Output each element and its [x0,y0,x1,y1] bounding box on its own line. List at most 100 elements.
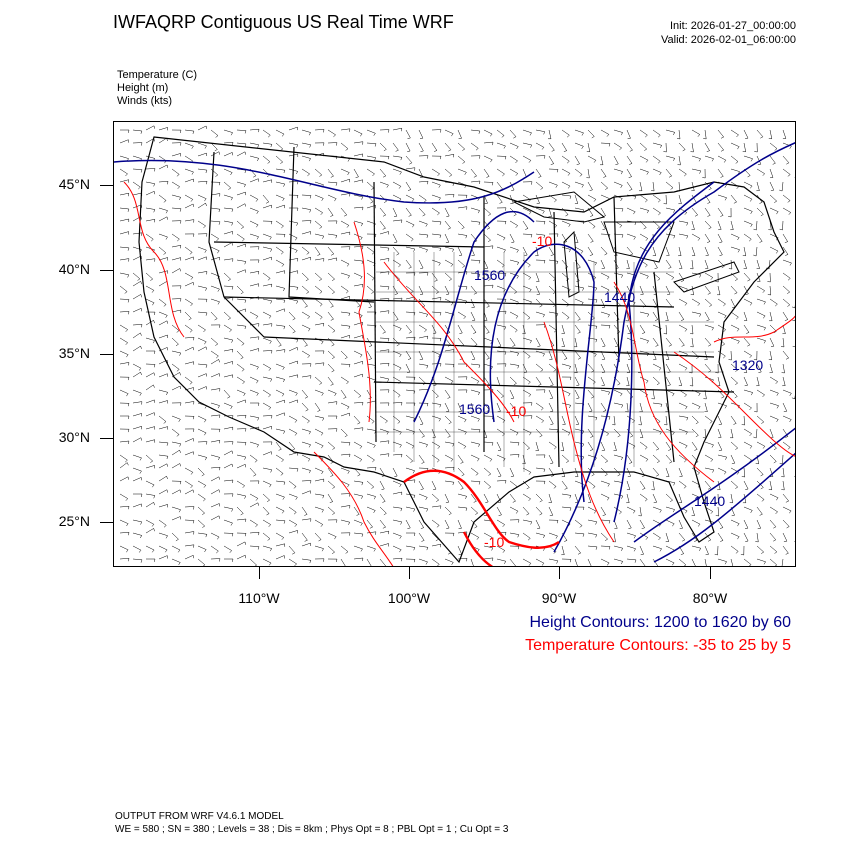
wind-barb [717,402,727,409]
wind-barb [782,194,791,203]
wind-barb [314,258,325,262]
wind-barb [561,545,565,556]
wind-barb [158,257,169,261]
wind-barb [781,467,785,478]
wind-barb [340,334,351,339]
wind-barb [275,543,286,547]
wind-barb [548,532,558,539]
wind-barb [574,558,578,566]
wind-barb [210,233,220,242]
wind-barb [535,532,546,539]
wind-barb [651,480,655,491]
wind-barb [574,519,583,528]
wind-barb [678,259,683,270]
wind-barb [664,415,668,426]
wind-barb [470,350,476,361]
wind-barb [457,324,463,334]
wind-barb [587,363,595,373]
wind-barb [704,194,711,204]
wind-barb [249,207,259,214]
wind-barb [548,142,555,152]
wind-barb [457,168,467,175]
wind-barb [301,542,312,547]
wind-barb [119,324,129,332]
wind-barb [288,181,299,185]
wind-barb [496,310,507,315]
wind-barb [353,179,364,183]
wind-barb [717,155,727,163]
temp-label: -10 [532,233,552,249]
wind-barb [327,389,337,397]
wind-barb [184,346,195,352]
wind-barb [431,220,442,225]
wind-barb [418,363,429,369]
wind-barb [730,506,735,517]
wind-barb [431,441,441,449]
wind-barb [743,311,748,322]
wind-barb [327,545,336,555]
wind-barb [184,272,194,280]
wind-barb [756,480,764,490]
wind-barb [587,428,594,438]
wind-barb [600,467,608,477]
wind-barb [184,401,195,405]
wind-barb [600,233,611,238]
height-label: 1440 [604,289,635,305]
wind-barb [158,441,169,446]
wind-barb [729,493,734,504]
wind-barb [717,168,724,178]
wind-barb [249,323,260,327]
wind-barb [483,129,493,137]
wind-barb [769,415,779,423]
wind-barb [418,454,425,464]
wind-barb [262,467,273,473]
wind-barb [249,376,259,384]
wind-barb [574,428,585,434]
wind-barb [210,373,221,378]
wind-barb [457,441,467,449]
wind-barb [652,545,662,552]
wind-barb [457,415,467,423]
wind-barb [730,519,740,527]
wind-barb [158,181,169,185]
wind-barb [613,428,621,438]
wind-barb [314,376,323,385]
wind-barb [249,454,258,463]
wind-barb [171,233,180,242]
wind-barb [652,194,661,203]
wind-barb [366,285,375,294]
wind-barb [158,489,168,495]
wind-barb [496,493,502,504]
wind-barb [145,426,156,430]
wind-barb [392,389,401,398]
wind-barb [288,360,299,365]
wind-barb [730,467,740,475]
wind-barb [327,363,335,373]
wind-barb [457,467,465,477]
wind-barb [353,350,363,358]
model-config-footer: WE = 580 ; SN = 380 ; Levels = 38 ; Dis … [115,824,509,835]
wind-barb [522,428,532,436]
wind-barb [223,402,233,410]
wind-barb [301,454,311,462]
wind-barb [639,402,643,413]
wind-barb [171,194,182,201]
wind-barb [366,454,375,463]
wind-barb [470,493,477,503]
wind-barb [275,399,286,404]
wind-barb [587,246,594,256]
wind-barb [340,402,350,410]
wind-barb [730,285,738,295]
wind-barb [184,554,195,560]
wind-barb [431,129,442,133]
wind-barb [535,402,544,411]
wind-barb [483,298,490,308]
wind-barb [483,324,490,334]
wind-barb [249,502,259,508]
wind-barb [444,259,454,267]
wind-barb [678,376,683,387]
wind-barb [249,155,260,162]
wind-barb [275,389,285,397]
wind-barb [740,545,745,556]
wind-barb [755,454,760,465]
